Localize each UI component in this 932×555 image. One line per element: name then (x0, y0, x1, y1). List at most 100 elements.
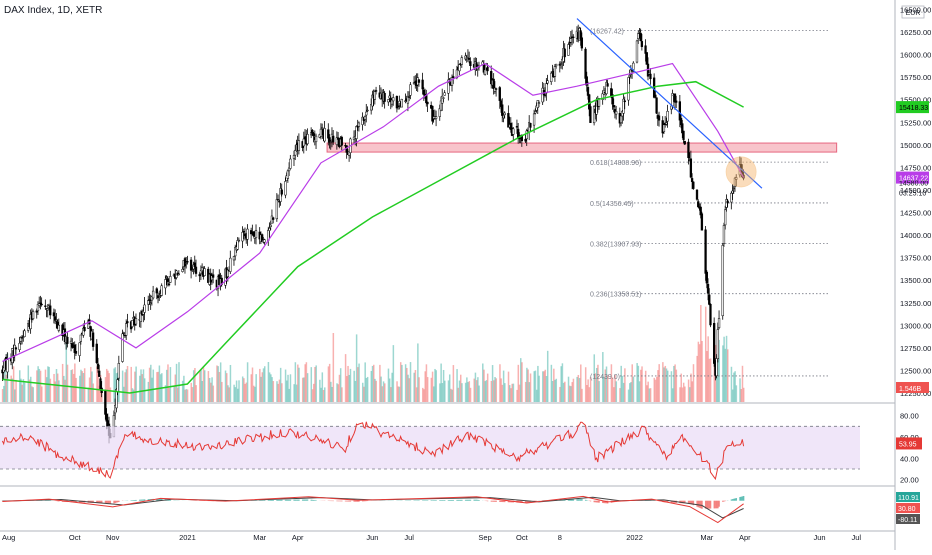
volume-bar (513, 384, 515, 402)
candle-body (587, 87, 589, 95)
candle-body (631, 70, 633, 71)
candle-body (47, 309, 49, 310)
macd-histogram-bar (494, 501, 495, 502)
macd-histogram-bar (459, 500, 460, 501)
macd-histogram-bar (363, 501, 364, 502)
macd-histogram-bar (502, 501, 503, 502)
macd-histogram-bar (135, 500, 136, 501)
candle-body (293, 155, 295, 158)
candle-body (168, 284, 170, 285)
candle-body (98, 371, 100, 377)
time-tick-label: 2022 (626, 533, 643, 542)
macd-histogram-bar (307, 499, 308, 500)
volume-bar (453, 365, 455, 402)
candle-body (499, 87, 501, 100)
macd-histogram-bar (476, 500, 477, 501)
volume-bar (401, 365, 403, 402)
macd-histogram-bar (306, 500, 307, 501)
candle-body (570, 39, 572, 42)
candle-body (32, 311, 34, 318)
volume-bar (367, 377, 369, 402)
candle-body (564, 49, 566, 57)
ma50-line (2, 64, 743, 362)
volume-bar (92, 384, 94, 402)
macd-histogram-bar (585, 500, 586, 501)
fib-level-label: (12439.0) (590, 374, 620, 381)
candle-body (70, 341, 72, 343)
candle-body (423, 90, 425, 95)
candle-body (303, 139, 305, 146)
candle-body (149, 300, 151, 301)
candle-body (525, 139, 527, 141)
macd-histogram-bar (280, 500, 281, 501)
candle-body (632, 63, 634, 70)
volume-bar (213, 386, 215, 402)
macd-histogram-bar (571, 499, 572, 500)
candle-body (718, 318, 720, 327)
volume-bar (616, 381, 618, 402)
volume-bar (727, 349, 729, 402)
fib-level-label: 0.382(13907.93) (590, 241, 641, 248)
volume-bar (298, 368, 300, 402)
candle-body (730, 193, 732, 202)
candle-body (96, 344, 98, 363)
candle-body (117, 380, 119, 392)
candle-body (544, 95, 546, 96)
price-tick-label: 16000.00 (900, 51, 931, 60)
candle-body (504, 113, 506, 115)
candle-body (199, 275, 201, 276)
macd-histogram-bar (460, 500, 461, 501)
candle-body (44, 306, 46, 307)
candle-body (733, 188, 735, 189)
macd-histogram-bar (709, 501, 710, 509)
symbol-title: DAX Index, 1D, XETR (4, 5, 102, 16)
macd-histogram-bar (345, 501, 346, 502)
candle-body (724, 210, 726, 225)
volume-bar (315, 365, 317, 402)
candle-body (640, 33, 642, 41)
volume-bar (701, 341, 703, 402)
candle-body (104, 391, 106, 415)
candle-body (364, 116, 366, 119)
macd-histogram-bar (733, 499, 734, 501)
volume-bar (358, 364, 360, 402)
macd-histogram-bar (349, 501, 350, 502)
price-tick-label: 12750.00 (900, 344, 931, 353)
rsi-value-label: 53.95 (899, 441, 917, 448)
macd-histogram-bar (279, 500, 280, 501)
candle-body (58, 325, 60, 330)
volume-bar (24, 383, 26, 402)
candle-body (327, 130, 329, 139)
candle-body (281, 190, 283, 194)
candle-body (585, 49, 587, 78)
macd-histogram-bar (314, 500, 315, 501)
macd-histogram-bar (716, 501, 717, 509)
candle-body (567, 45, 569, 56)
macd-histogram-bar (461, 500, 462, 501)
macd-histogram-bar (141, 500, 142, 501)
macd-histogram-bar (277, 500, 278, 501)
macd-histogram-bar (598, 501, 599, 503)
time-tick-label: Oct (69, 533, 82, 542)
candle-body (706, 272, 708, 283)
candle-body (727, 201, 729, 203)
volume-bar (736, 385, 738, 402)
candle-body (84, 327, 86, 331)
macd-histogram-bar (357, 501, 358, 502)
candle-body (19, 343, 21, 350)
volume-bar (15, 380, 17, 402)
candle-body (427, 102, 429, 104)
macd-histogram-bar (594, 501, 595, 503)
volume-bar (375, 381, 377, 402)
macd-histogram-bar (439, 500, 440, 501)
volume-bar (333, 333, 335, 402)
macd-histogram-bar (731, 499, 732, 500)
macd-histogram-bar (696, 501, 697, 507)
candle-body (656, 98, 658, 113)
price-tick-label: 13750.00 (900, 254, 931, 263)
candle-body (182, 269, 184, 271)
volume-bar (32, 387, 34, 402)
candle-body (688, 142, 690, 158)
macd-value-label: 30.80 (898, 506, 916, 513)
